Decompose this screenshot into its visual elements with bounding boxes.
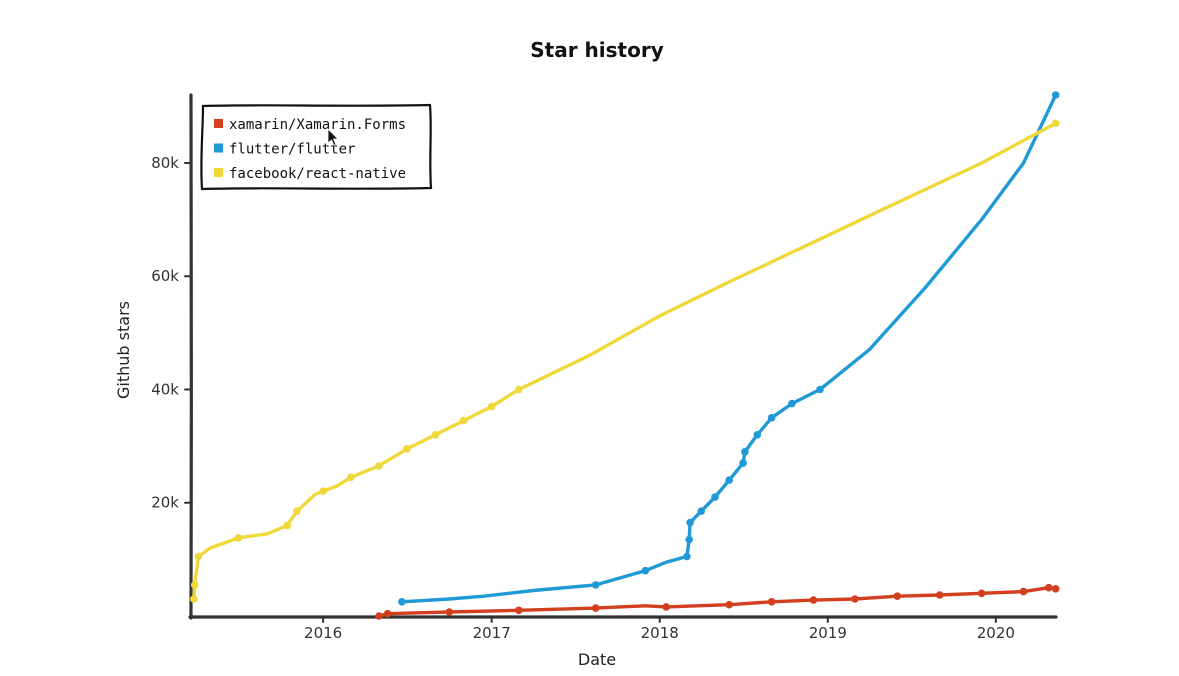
data-point-xamarin-xamarin-forms xyxy=(1051,585,1060,593)
data-point-facebook-react-native xyxy=(403,445,411,453)
data-point-xamarin-xamarin-forms xyxy=(662,603,670,611)
y-tick-label: 60k xyxy=(151,267,179,285)
x-tick-label: 2020 xyxy=(977,624,1015,642)
series-markers xyxy=(190,91,1060,620)
data-point-flutter-flutter xyxy=(683,552,691,561)
data-point-flutter-flutter xyxy=(591,581,600,589)
x-tick-label: 2016 xyxy=(304,624,342,642)
data-point-flutter-flutter xyxy=(741,448,749,456)
x-tick-label: 2017 xyxy=(473,624,511,642)
legend-items: xamarin/Xamarin.Forms flutter/flutter face… xyxy=(214,117,406,182)
data-point-xamarin-xamarin-forms xyxy=(935,591,944,599)
data-point-flutter-flutter xyxy=(685,535,693,544)
data-point-flutter-flutter xyxy=(767,414,776,422)
data-point-flutter-flutter xyxy=(725,476,733,484)
data-point-flutter-flutter xyxy=(1051,91,1060,99)
data-point-flutter-flutter xyxy=(711,493,719,501)
data-point-facebook-react-native xyxy=(1051,119,1060,128)
data-point-flutter-flutter xyxy=(398,598,406,606)
data-point-xamarin-xamarin-forms xyxy=(851,595,859,603)
data-point-flutter-flutter xyxy=(753,431,762,439)
chart-title: Star history xyxy=(530,38,664,62)
data-point-xamarin-xamarin-forms xyxy=(893,592,902,600)
data-point-xamarin-xamarin-forms xyxy=(977,589,986,598)
data-point-facebook-react-native xyxy=(375,462,383,470)
data-point-facebook-react-native xyxy=(347,473,355,482)
legend-entry-label: xamarin/Xamarin.Forms xyxy=(229,117,406,133)
y-axis-line xyxy=(189,93,194,620)
data-point-xamarin-xamarin-forms xyxy=(375,612,383,620)
data-point-facebook-react-native xyxy=(459,416,468,425)
mouse-cursor-icon xyxy=(327,128,339,147)
data-point-facebook-react-native xyxy=(194,552,203,561)
y-tick-label: 40k xyxy=(151,380,179,398)
y-axis-label: Github stars xyxy=(114,301,133,399)
data-point-facebook-react-native xyxy=(319,487,327,496)
legend-swatch xyxy=(214,119,223,128)
legend-swatch xyxy=(214,168,223,177)
series-line-facebook-react-native xyxy=(192,121,1058,601)
y-tick-label: 80k xyxy=(151,154,179,172)
legend-frame xyxy=(200,103,433,191)
x-tick-label: 2019 xyxy=(809,624,847,642)
series-line-flutter-flutter xyxy=(400,93,1058,604)
data-point-facebook-react-native xyxy=(487,402,496,411)
x-axis-label: Date xyxy=(578,650,616,669)
data-point-xamarin-xamarin-forms xyxy=(591,604,600,612)
data-point-facebook-react-native xyxy=(431,431,440,439)
legend: xamarin/Xamarin.Forms flutter/flutter face… xyxy=(200,103,433,191)
data-point-flutter-flutter xyxy=(697,507,705,515)
data-point-xamarin-xamarin-forms xyxy=(767,598,776,606)
data-point-xamarin-xamarin-forms xyxy=(725,600,733,609)
data-point-flutter-flutter xyxy=(788,399,796,408)
data-point-xamarin-xamarin-forms xyxy=(1019,587,1028,596)
legend-swatch xyxy=(214,143,223,153)
series-line-xamarin-xamarin-forms xyxy=(377,586,1058,618)
data-point-flutter-flutter xyxy=(739,459,747,467)
data-point-xamarin-xamarin-forms xyxy=(383,609,392,618)
data-point-facebook-react-native xyxy=(293,507,301,515)
x-tick-label: 2018 xyxy=(641,624,679,642)
data-point-facebook-react-native xyxy=(234,534,243,542)
y-tick-label: 20k xyxy=(151,494,179,512)
axes xyxy=(188,93,1058,620)
data-point-flutter-flutter xyxy=(816,385,824,394)
axis-ticks: 2016 2017 2018 2019 2020 20k 40k 60k 80k xyxy=(151,154,1015,642)
data-point-facebook-react-native xyxy=(283,521,292,530)
data-point-facebook-react-native xyxy=(515,385,523,394)
data-point-flutter-flutter xyxy=(686,518,694,527)
data-point-xamarin-xamarin-forms xyxy=(809,596,818,604)
x-axis-line xyxy=(188,614,1058,620)
data-point-facebook-react-native xyxy=(190,581,199,589)
legend-entry-label: flutter/flutter xyxy=(229,142,355,158)
data-point-xamarin-xamarin-forms xyxy=(1045,583,1053,592)
data-point-facebook-react-native xyxy=(190,595,198,603)
data-point-flutter-flutter xyxy=(641,566,650,575)
legend-entry-label: facebook/react-native xyxy=(229,166,406,182)
data-point-xamarin-xamarin-forms xyxy=(445,608,454,616)
data-point-xamarin-xamarin-forms xyxy=(515,606,523,615)
